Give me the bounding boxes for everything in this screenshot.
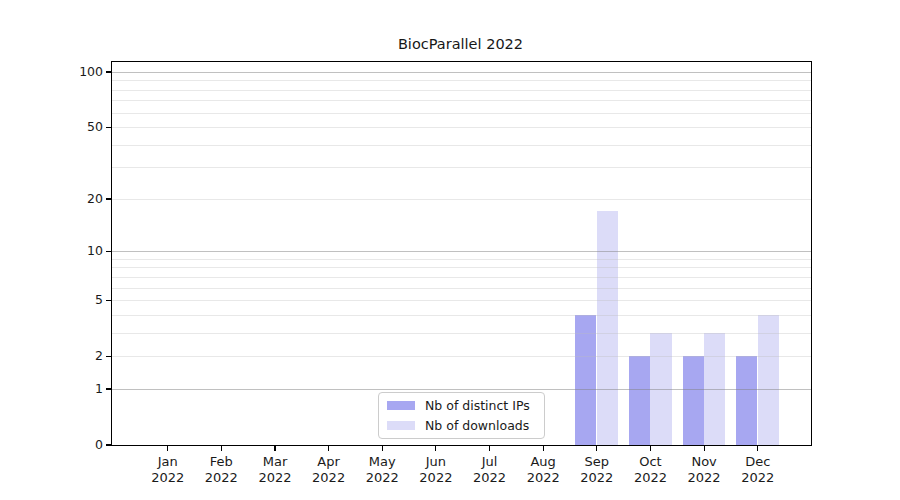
y-tick-mark bbox=[106, 198, 111, 199]
x-tick-mark bbox=[221, 446, 222, 451]
y-tick-label: 0 bbox=[63, 437, 103, 453]
x-tick-label: Sep2022 bbox=[580, 454, 613, 486]
x-tick-label: Jan2022 bbox=[151, 454, 184, 486]
x-tick-month: Feb bbox=[205, 454, 238, 470]
x-tick-mark bbox=[650, 446, 651, 451]
gridline-minor bbox=[112, 315, 811, 316]
legend-label: Nb of downloads bbox=[425, 418, 529, 433]
x-tick-month: Jun bbox=[419, 454, 452, 470]
gridline-major bbox=[112, 389, 811, 390]
x-tick-year: 2022 bbox=[312, 470, 345, 486]
x-tick-label: Apr2022 bbox=[312, 454, 345, 486]
gridline-minor bbox=[112, 90, 811, 91]
x-tick-month: Dec bbox=[741, 454, 774, 470]
x-tick-month: Apr bbox=[312, 454, 345, 470]
gridline-major bbox=[112, 251, 811, 252]
gridline-major bbox=[112, 72, 811, 73]
x-tick-year: 2022 bbox=[527, 470, 560, 486]
y-tick-mark bbox=[106, 356, 111, 357]
y-tick-label: 50 bbox=[63, 119, 103, 135]
x-tick-label: Mar2022 bbox=[258, 454, 291, 486]
x-tick-mark bbox=[543, 446, 544, 451]
x-tick-month: Oct bbox=[634, 454, 667, 470]
bar-nb-of-distinct-ips bbox=[683, 356, 704, 445]
x-tick-month: Jul bbox=[473, 454, 506, 470]
x-tick-month: Nov bbox=[688, 454, 721, 470]
y-tick-label: 2 bbox=[63, 348, 103, 364]
gridline-minor bbox=[112, 113, 811, 114]
y-tick-mark bbox=[106, 388, 111, 389]
x-tick-month: Mar bbox=[258, 454, 291, 470]
x-tick-label: May2022 bbox=[366, 454, 399, 486]
x-tick-year: 2022 bbox=[688, 470, 721, 486]
legend-label: Nb of distinct IPs bbox=[425, 398, 530, 413]
y-tick-label: 5 bbox=[63, 292, 103, 308]
plot-area: Nb of distinct IPs Nb of downloads 01251… bbox=[111, 61, 812, 446]
y-tick-label: 100 bbox=[63, 64, 103, 80]
y-tick-mark bbox=[106, 300, 111, 301]
x-tick-year: 2022 bbox=[634, 470, 667, 486]
gridline-minor bbox=[112, 127, 811, 128]
x-tick-year: 2022 bbox=[151, 470, 184, 486]
gridline-minor bbox=[112, 100, 811, 101]
bar-nb-of-downloads bbox=[758, 315, 779, 445]
bar-nb-of-distinct-ips bbox=[736, 356, 757, 445]
gridline-minor bbox=[112, 333, 811, 334]
x-tick-label: Jul2022 bbox=[473, 454, 506, 486]
x-tick-mark bbox=[167, 446, 168, 451]
gridline-minor bbox=[112, 277, 811, 278]
legend-swatch-downloads bbox=[387, 421, 415, 430]
x-tick-mark bbox=[435, 446, 436, 451]
chart-title: BiocParallel 2022 bbox=[111, 36, 810, 52]
y-tick-mark bbox=[106, 251, 111, 252]
legend-item-downloads: Nb of downloads bbox=[387, 417, 534, 434]
x-tick-year: 2022 bbox=[205, 470, 238, 486]
y-tick-label: 10 bbox=[63, 243, 103, 259]
x-tick-month: Jan bbox=[151, 454, 184, 470]
gridline-minor bbox=[112, 267, 811, 268]
x-tick-label: Jun2022 bbox=[419, 454, 452, 486]
y-tick-label: 20 bbox=[63, 191, 103, 207]
x-tick-label: Dec2022 bbox=[741, 454, 774, 486]
y-tick-mark bbox=[106, 127, 111, 128]
x-tick-year: 2022 bbox=[258, 470, 291, 486]
legend-swatch-distinct-ips bbox=[387, 401, 415, 410]
x-tick-year: 2022 bbox=[419, 470, 452, 486]
x-tick-label: Aug2022 bbox=[527, 454, 560, 486]
x-tick-label: Nov2022 bbox=[688, 454, 721, 486]
x-tick-label: Oct2022 bbox=[634, 454, 667, 486]
gridline-minor bbox=[112, 288, 811, 289]
bar-nb-of-downloads bbox=[597, 211, 618, 445]
x-tick-mark bbox=[489, 446, 490, 451]
chart-figure: BiocParallel 2022 Nb of distinct IPs Nb … bbox=[0, 0, 900, 500]
x-tick-mark bbox=[704, 446, 705, 451]
x-tick-label: Feb2022 bbox=[205, 454, 238, 486]
x-tick-year: 2022 bbox=[741, 470, 774, 486]
gridline-minor bbox=[112, 199, 811, 200]
gridline-minor bbox=[112, 167, 811, 168]
gridline-minor bbox=[112, 80, 811, 81]
bar-nb-of-distinct-ips bbox=[575, 315, 596, 445]
legend: Nb of distinct IPs Nb of downloads bbox=[378, 392, 545, 439]
x-tick-month: Sep bbox=[580, 454, 613, 470]
y-tick-mark bbox=[106, 444, 111, 445]
x-tick-mark bbox=[328, 446, 329, 451]
x-tick-year: 2022 bbox=[580, 470, 613, 486]
gridline-minor bbox=[112, 145, 811, 146]
x-tick-mark bbox=[382, 446, 383, 451]
x-tick-month: Aug bbox=[527, 454, 560, 470]
bar-nb-of-distinct-ips bbox=[629, 356, 650, 445]
y-tick-label: 1 bbox=[63, 381, 103, 397]
x-tick-mark bbox=[596, 446, 597, 451]
x-tick-month: May bbox=[366, 454, 399, 470]
x-tick-mark bbox=[274, 446, 275, 451]
y-tick-mark bbox=[106, 71, 111, 72]
legend-item-distinct-ips: Nb of distinct IPs bbox=[387, 397, 534, 414]
x-tick-year: 2022 bbox=[366, 470, 399, 486]
gridline-minor bbox=[112, 300, 811, 301]
x-tick-year: 2022 bbox=[473, 470, 506, 486]
gridline-minor bbox=[112, 356, 811, 357]
x-tick-mark bbox=[757, 446, 758, 451]
gridline-minor bbox=[112, 259, 811, 260]
